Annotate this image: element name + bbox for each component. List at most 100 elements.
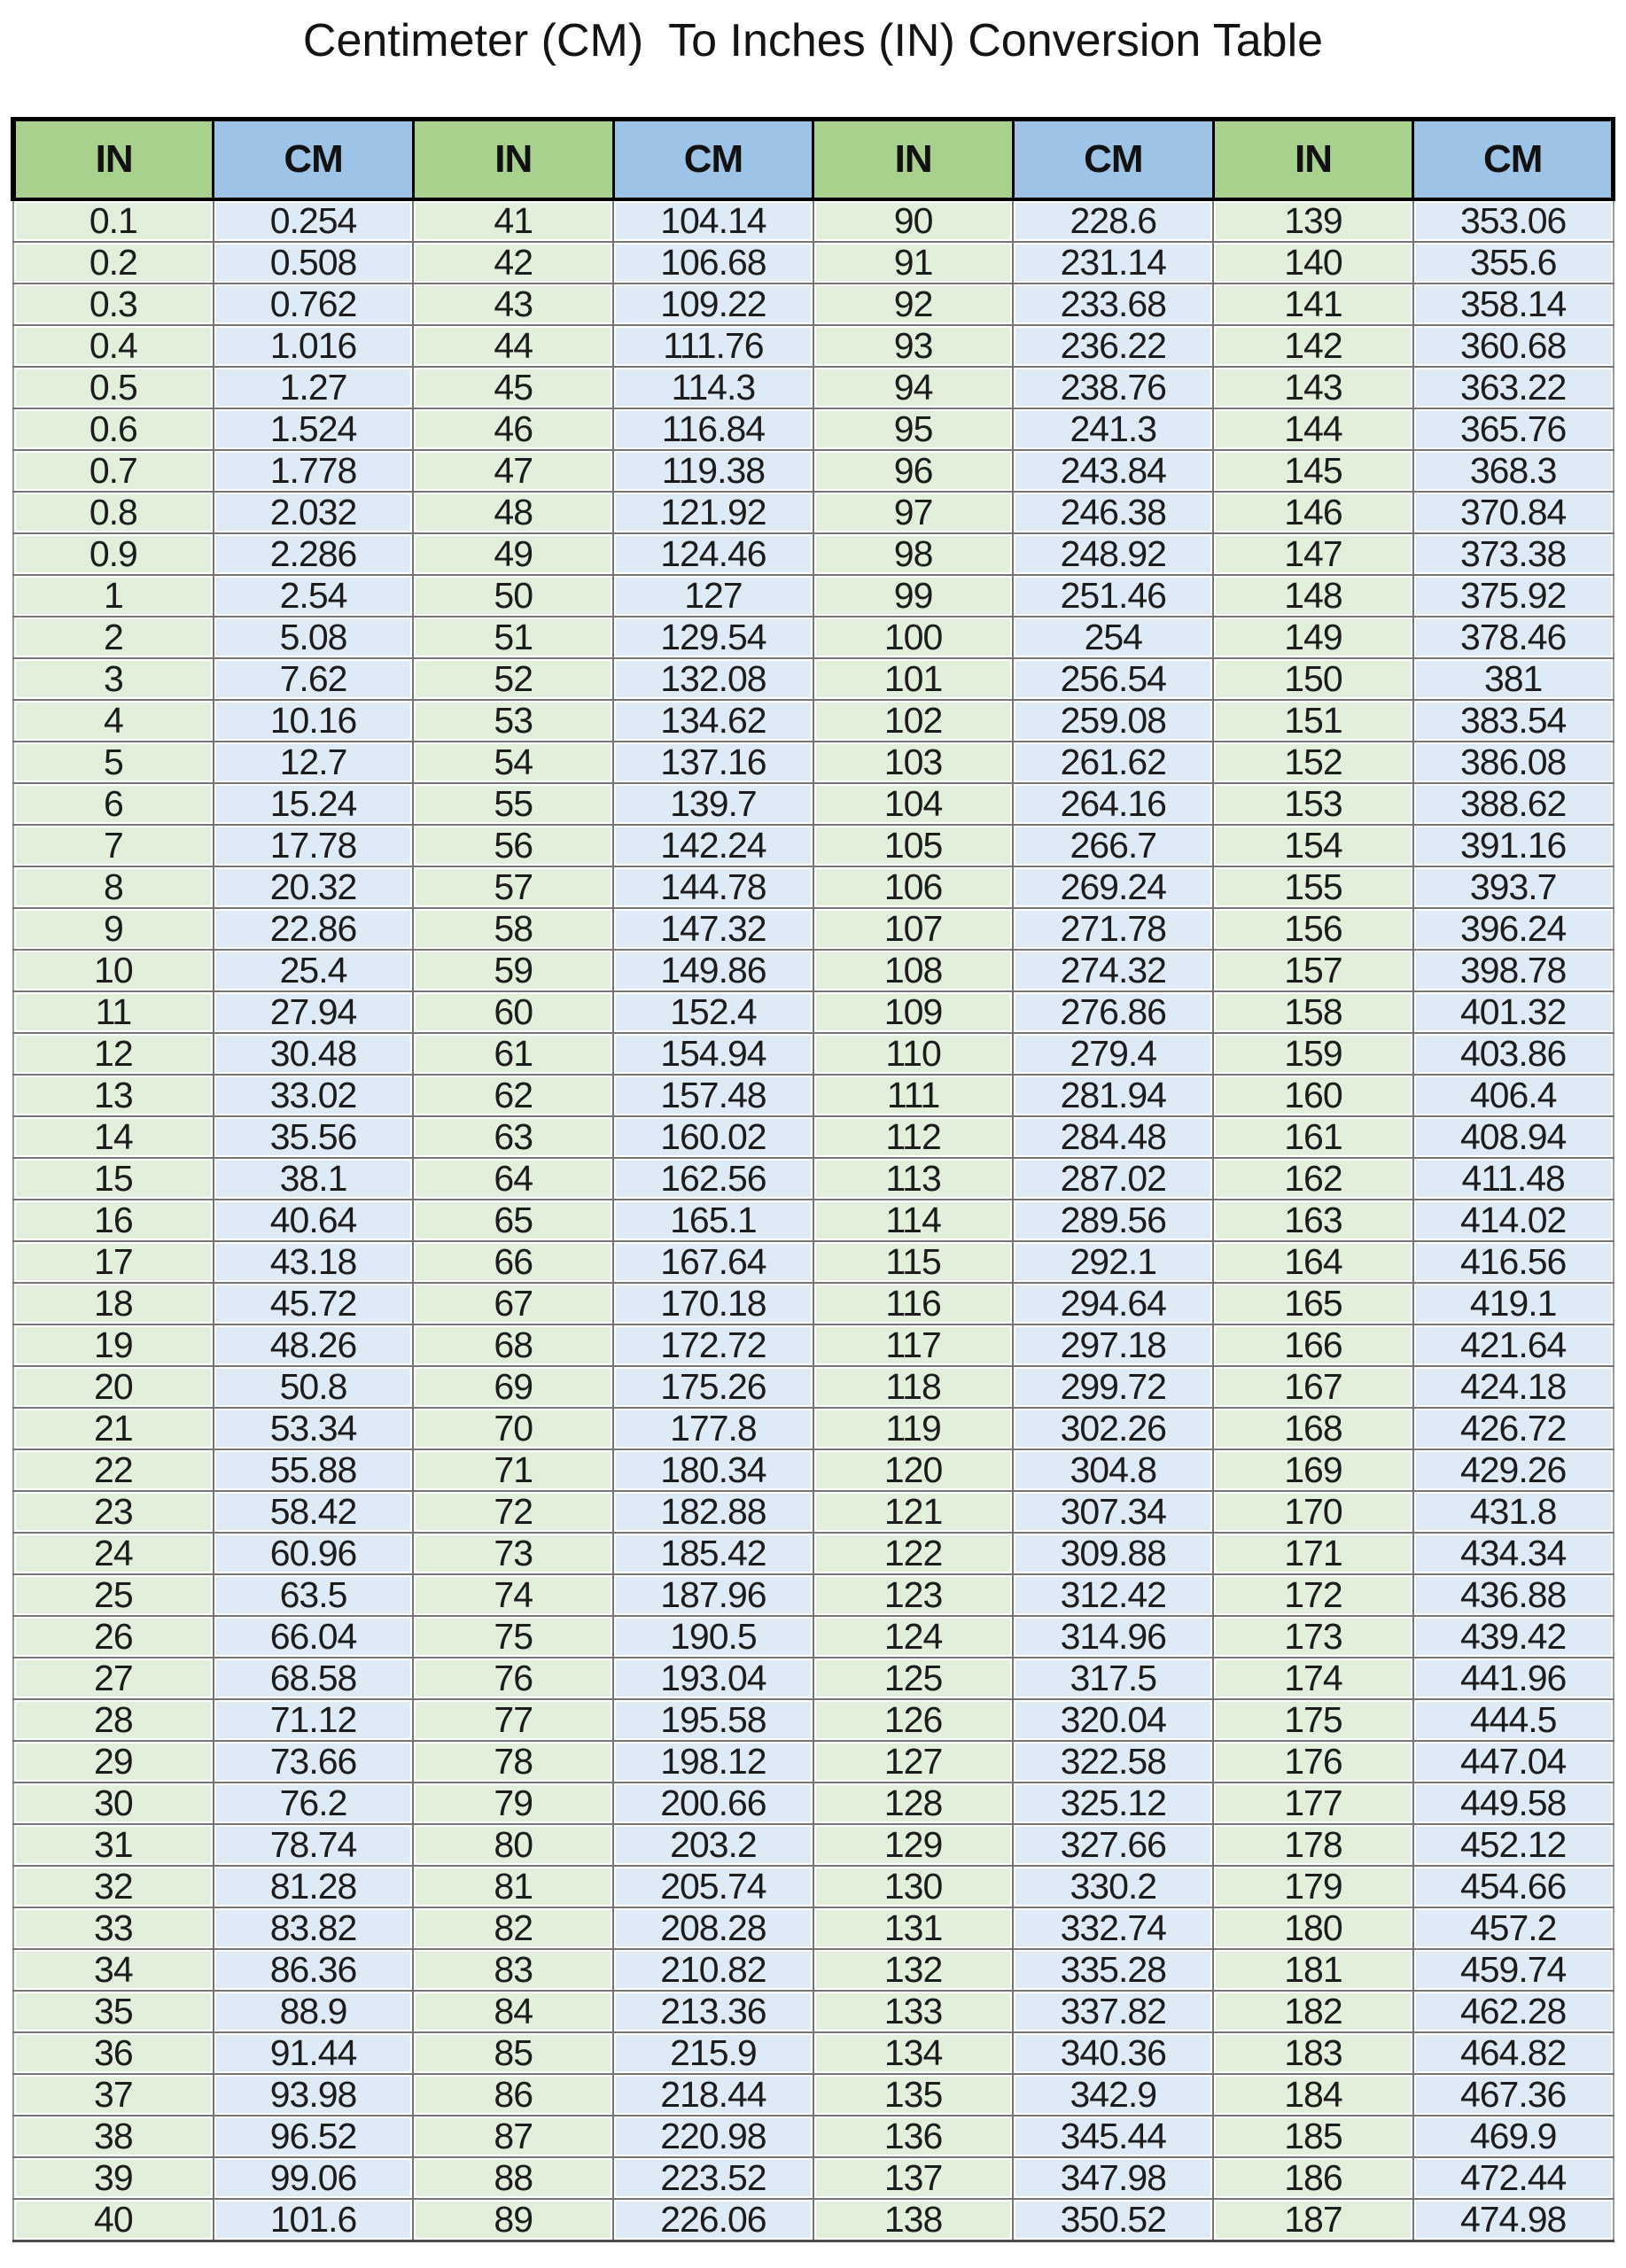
in-cell: 3 [12, 657, 214, 701]
in-cell: 42 [412, 241, 615, 284]
cm-cell: 314.96 [1012, 1615, 1215, 1658]
in-cell: 15 [12, 1157, 214, 1200]
cm-cell: 30.48 [212, 1032, 415, 1076]
cm-cell: 218.44 [612, 2073, 814, 2117]
in-cell: 184 [1212, 2073, 1414, 2117]
in-cell: 96 [812, 449, 1015, 493]
in-cell: 84 [412, 1990, 615, 2033]
in-cell: 147 [1212, 532, 1414, 576]
in-cell: 53 [412, 699, 615, 742]
in-cell: 124 [812, 1615, 1015, 1658]
cm-cell: 327.66 [1012, 1823, 1215, 1867]
cm-cell: 312.42 [1012, 1573, 1215, 1617]
cm-cell: 411.48 [1412, 1157, 1614, 1200]
in-cell: 46 [412, 408, 615, 451]
in-cell: 155 [1212, 866, 1414, 909]
table-row: 17 43.18 66 167.64 115 292.1 164 416.56 [12, 1240, 1614, 1284]
cm-cell: 307.34 [1012, 1490, 1215, 1534]
table-row: 0.4 1.016 44 111.76 93 236.22 142 360.68 [12, 324, 1614, 368]
in-cell: 185 [1212, 2115, 1414, 2158]
cm-cell: 187.96 [612, 1573, 814, 1617]
cm-cell: 58.42 [212, 1490, 415, 1534]
in-cell: 131 [812, 1907, 1015, 1950]
cm-cell: 147.32 [612, 907, 814, 951]
in-cell: 22 [12, 1449, 214, 1492]
in-cell: 66 [412, 1240, 615, 1284]
in-cell: 86 [412, 2073, 615, 2117]
cm-cell: 38.1 [212, 1157, 415, 1200]
in-cell: 1 [12, 574, 214, 617]
table-row: 10 25.4 59 149.86 108 274.32 157 398.78 [12, 949, 1614, 992]
cm-cell: 287.02 [1012, 1157, 1215, 1200]
cm-cell: 365.76 [1412, 408, 1614, 451]
cm-cell: 170.18 [612, 1282, 814, 1325]
in-cell: 175 [1212, 1698, 1414, 1742]
cm-cell: 25.4 [212, 949, 415, 992]
in-cell: 0.4 [12, 324, 214, 368]
cm-cell: 355.6 [1412, 241, 1614, 284]
cm-cell: 71.12 [212, 1698, 415, 1742]
in-cell: 0.3 [12, 283, 214, 326]
cm-cell: 429.26 [1412, 1449, 1614, 1492]
cm-cell: 241.3 [1012, 408, 1215, 451]
cm-cell: 7.62 [212, 657, 415, 701]
in-cell: 127 [812, 1740, 1015, 1783]
cm-cell: 320.04 [1012, 1698, 1215, 1742]
in-cell: 76 [412, 1657, 615, 1700]
in-cell: 16 [12, 1199, 214, 1242]
in-cell: 101 [812, 657, 1015, 701]
in-cell: 63 [412, 1115, 615, 1159]
cm-cell: 53.34 [212, 1407, 415, 1450]
header-cell-in: IN [812, 117, 1015, 201]
cm-cell: 33.02 [212, 1074, 415, 1117]
table-row: 27 68.58 76 193.04 125 317.5 174 441.96 [12, 1657, 1614, 1700]
table-row: 25 63.5 74 187.96 123 312.42 172 436.88 [12, 1573, 1614, 1617]
cm-cell: 2.286 [212, 532, 415, 576]
in-cell: 98 [812, 532, 1015, 576]
in-cell: 167 [1212, 1365, 1414, 1409]
cm-cell: 335.28 [1012, 1948, 1215, 1992]
in-cell: 187 [1212, 2198, 1414, 2242]
in-cell: 91 [812, 241, 1015, 284]
in-cell: 72 [412, 1490, 615, 1534]
cm-cell: 5.08 [212, 616, 415, 659]
cm-cell: 381 [1412, 657, 1614, 701]
in-cell: 156 [1212, 907, 1414, 951]
cm-cell: 322.58 [1012, 1740, 1215, 1783]
in-cell: 128 [812, 1782, 1015, 1825]
cm-cell: 424.18 [1412, 1365, 1614, 1409]
cm-cell: 99.06 [212, 2156, 415, 2200]
in-cell: 154 [1212, 824, 1414, 867]
in-cell: 118 [812, 1365, 1015, 1409]
cm-cell: 276.86 [1012, 990, 1215, 1034]
table-row: 33 83.82 82 208.28 131 332.74 180 457.2 [12, 1907, 1614, 1950]
in-cell: 74 [412, 1573, 615, 1617]
cm-cell: 350.52 [1012, 2198, 1215, 2242]
table-row: 1 2.54 50 127 99 251.46 148 375.92 [12, 574, 1614, 617]
in-cell: 152 [1212, 741, 1414, 784]
table-row: 0.2 0.508 42 106.68 91 231.14 140 355.6 [12, 241, 1614, 284]
cm-cell: 22.86 [212, 907, 415, 951]
cm-cell: 160.02 [612, 1115, 814, 1159]
cm-cell: 421.64 [1412, 1324, 1614, 1367]
in-cell: 85 [412, 2031, 615, 2075]
in-cell: 24 [12, 1532, 214, 1575]
in-cell: 171 [1212, 1532, 1414, 1575]
cm-cell: 368.3 [1412, 449, 1614, 493]
cm-cell: 144.78 [612, 866, 814, 909]
cm-cell: 406.4 [1412, 1074, 1614, 1117]
cm-cell: 91.44 [212, 2031, 415, 2075]
in-cell: 67 [412, 1282, 615, 1325]
cm-cell: 190.5 [612, 1615, 814, 1658]
cm-cell: 223.52 [612, 2156, 814, 2200]
in-cell: 83 [412, 1948, 615, 1992]
in-cell: 49 [412, 532, 615, 576]
cm-cell: 391.16 [1412, 824, 1614, 867]
in-cell: 112 [812, 1115, 1015, 1159]
in-cell: 158 [1212, 990, 1414, 1034]
in-cell: 104 [812, 782, 1015, 826]
in-cell: 20 [12, 1365, 214, 1409]
cm-cell: 373.38 [1412, 532, 1614, 576]
in-cell: 132 [812, 1948, 1015, 1992]
in-cell: 0.5 [12, 366, 214, 409]
